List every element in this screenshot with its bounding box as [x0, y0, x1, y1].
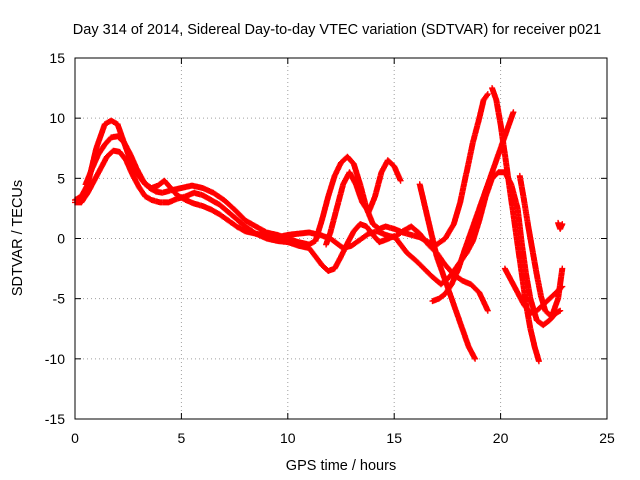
y-tick-label: -15 [45, 411, 65, 427]
x-tick-label: 25 [599, 430, 615, 446]
series-trace-10 [555, 219, 566, 232]
x-tick-label: 0 [71, 430, 79, 446]
x-tick-label: 5 [178, 430, 186, 446]
data-point-markers [489, 85, 542, 365]
grid-lines [75, 58, 607, 419]
y-tick-label: 10 [49, 110, 65, 126]
data-point-markers [501, 265, 566, 317]
x-axis-label: GPS time / hours [286, 458, 396, 474]
data-point-markers [555, 219, 566, 232]
data-point-markers [323, 157, 404, 248]
x-tick-label: 10 [280, 430, 296, 446]
chart-title: Day 314 of 2014, Sidereal Day-to-day VTE… [73, 22, 601, 38]
series-trace-7 [489, 85, 542, 365]
y-tick-label: 15 [49, 50, 65, 66]
y-axis-label: SDTVAR / TECUs [10, 180, 26, 296]
series-trace-5 [416, 181, 479, 362]
x-tick-label: 15 [386, 430, 402, 446]
y-tick-label: 0 [57, 231, 65, 247]
series-trace-6 [429, 109, 517, 305]
series-trace-4 [323, 157, 404, 248]
series-trace-3 [82, 91, 491, 248]
y-tick-label: -5 [53, 291, 66, 307]
plot-frame [74, 57, 608, 420]
y-tick-label: 5 [57, 170, 65, 186]
y-tick-label: -10 [45, 351, 65, 367]
x-tick-labels: 0 5 10 15 20 25 [71, 430, 615, 446]
series-trace-9 [501, 265, 566, 317]
x-tick-label: 20 [493, 430, 509, 446]
data-point-markers [82, 91, 491, 248]
data-points [72, 85, 566, 365]
y-tick-labels: -15 -10 -5 0 5 10 15 [45, 50, 65, 427]
data-point-markers [429, 109, 517, 305]
data-point-markers [416, 181, 479, 362]
